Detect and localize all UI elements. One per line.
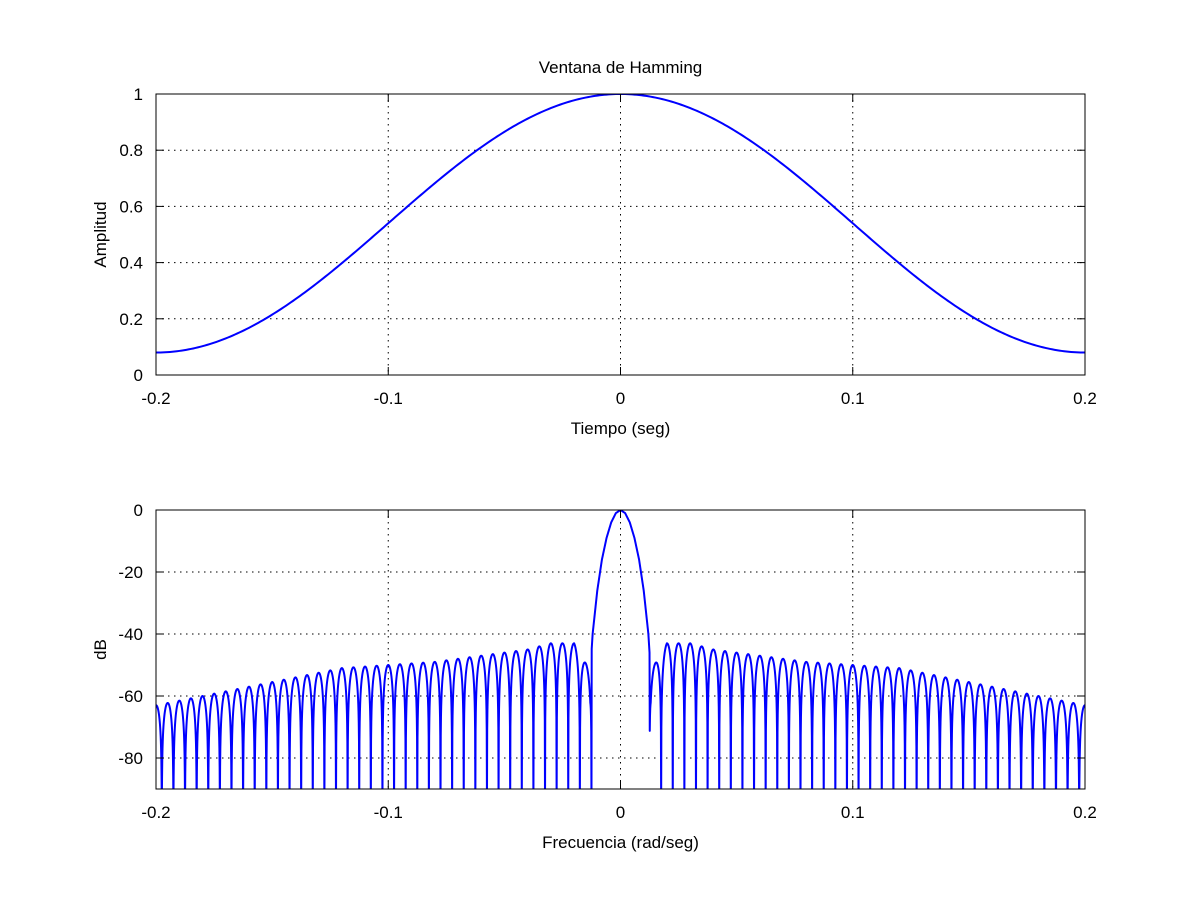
- grid: [156, 94, 1085, 375]
- y-tick-label: -40: [118, 625, 143, 644]
- y-tick-label: 0.4: [119, 254, 143, 273]
- x-axis-label: Tiempo (seg): [571, 419, 671, 438]
- x-axis-label: Frecuencia (rad/seg): [542, 833, 699, 852]
- tick-marks: [155, 93, 1086, 376]
- series-layer: [156, 94, 1085, 354]
- x-tick-label: -0.2: [141, 389, 170, 408]
- y-tick-label: -80: [118, 749, 143, 768]
- series-line: [156, 510, 1085, 789]
- chart-title: Ventana de Hamming: [539, 58, 703, 77]
- x-tick-label: 0.1: [841, 803, 865, 822]
- y-tick-label: -60: [118, 687, 143, 706]
- tick-marks: [155, 509, 1086, 789]
- x-tick-label: -0.1: [374, 389, 403, 408]
- y-tick-label: 0: [134, 501, 143, 520]
- y-axis-label: dB: [91, 639, 110, 660]
- x-tick-label: -0.2: [141, 803, 170, 822]
- y-tick-label: 0.2: [119, 310, 143, 329]
- tick-labels: -0.2 -0.1 0 0.1 0.2 0 0.2 0.4 0.6 0.8 1: [119, 85, 1096, 408]
- grid: [156, 510, 1085, 789]
- y-tick-label: -20: [118, 563, 143, 582]
- x-tick-label: 0.2: [1073, 389, 1097, 408]
- series-line: [156, 94, 1085, 354]
- y-tick-label: 0.6: [119, 197, 143, 216]
- y-axis-label: Amplitud: [91, 201, 110, 267]
- x-tick-label: -0.1: [374, 803, 403, 822]
- y-tick-label: 0.8: [119, 141, 143, 160]
- x-tick-label: 0.2: [1073, 803, 1097, 822]
- tick-labels: -0.2 -0.1 0 0.1 0.2 -80 -60 -40 -20 0: [118, 501, 1096, 822]
- x-tick-label: 0: [616, 803, 625, 822]
- x-tick-label: 0: [616, 389, 625, 408]
- y-tick-label: 1: [134, 85, 143, 104]
- y-tick-label: 0: [134, 366, 143, 385]
- x-tick-label: 0.1: [841, 389, 865, 408]
- hamming-window-spectrum-plot: -0.2 -0.1 0 0.1 0.2 -80 -60 -40 -20 0 Frecuencia …: [91, 501, 1097, 852]
- series-layer: [156, 510, 1085, 789]
- hamming-window-time-plot: -0.2 -0.1 0 0.1 0.2 0 0.2 0.4 0.6 0.8 1 Ventana de…: [91, 58, 1097, 438]
